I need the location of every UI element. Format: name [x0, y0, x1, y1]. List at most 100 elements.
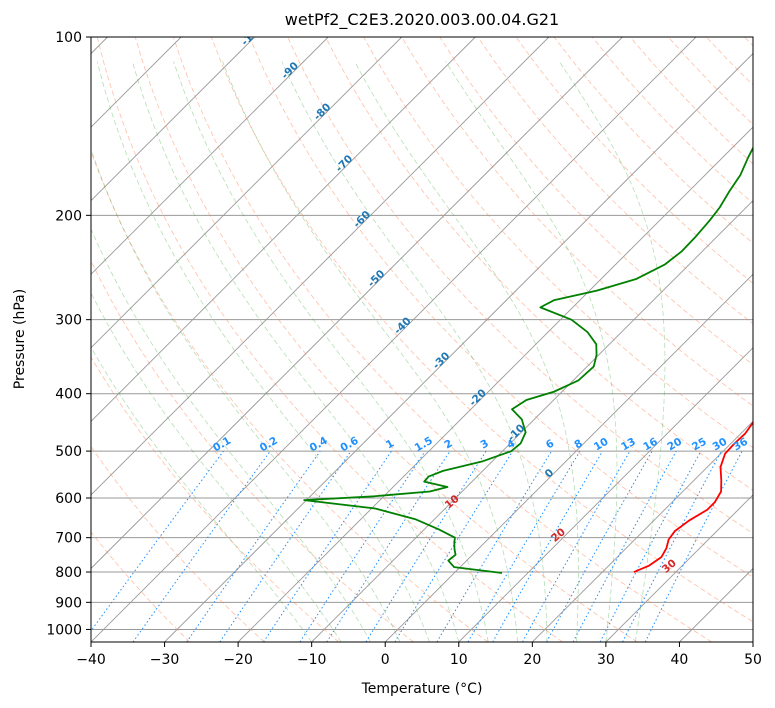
- isotherm-label: -100: [239, 21, 266, 48]
- mixing-ratio-line: [219, 450, 352, 642]
- dry-adiabat: [706, 37, 753, 86]
- moist-adiabat: [91, 147, 401, 642]
- temperature-profile-line: [633, 421, 753, 573]
- dry-adiabat: [91, 531, 190, 642]
- isotherm-line: [752, 641, 753, 642]
- dry-adiabat: [91, 259, 414, 642]
- y-axis-label: Pressure (hPa): [12, 289, 28, 389]
- isotherm-label: -70: [333, 153, 355, 175]
- dry-adiabat: [515, 37, 753, 284]
- mixing-ratio-line: [299, 450, 426, 642]
- dry-adiabat-label: 20: [549, 526, 568, 545]
- isotherm-line: [532, 420, 753, 642]
- isotherm-line: [605, 494, 753, 642]
- mixing-ratio-line: [572, 450, 677, 642]
- isotherm-line: [237, 126, 753, 642]
- isotherm-label: -80: [311, 101, 333, 123]
- mixing-ratio-line: [546, 450, 653, 642]
- moist-adiabat: [91, 346, 312, 642]
- x-tick-label: 40: [671, 652, 689, 668]
- moist-adiabat: [96, 61, 430, 642]
- y-tick-label: 600: [55, 491, 82, 507]
- isotherm-line: [384, 273, 753, 642]
- isotherm-label: -30: [430, 350, 452, 372]
- x-tick-label: −20: [223, 652, 253, 668]
- isotherm-label: -20: [467, 387, 489, 409]
- mixing-ratio-line: [599, 450, 702, 642]
- dry-adiabat-label: 30: [660, 557, 679, 576]
- isotherm-line: [164, 52, 753, 642]
- y-tick-label: 300: [55, 313, 82, 329]
- dry-adiabat: [363, 37, 753, 449]
- mixing-ratio-line: [186, 450, 321, 642]
- x-tick-label: −40: [76, 652, 106, 668]
- dry-adiabat: [591, 37, 753, 204]
- moist-adiabat: [281, 61, 548, 642]
- mixing-ratio-line: [91, 450, 224, 632]
- dry-adiabat: [172, 37, 713, 642]
- isotherm-line: [91, 37, 329, 275]
- mixing-ratio-line: [326, 450, 451, 642]
- isotherm-line: [91, 37, 255, 202]
- mixing-ratio-label: 6: [544, 437, 556, 451]
- dry-adiabat: [477, 37, 753, 325]
- isotherm-line: [91, 37, 697, 642]
- mixing-ratio-line: [644, 450, 743, 642]
- mixing-ratio-line: [467, 450, 581, 642]
- y-tick-label: 1000: [46, 622, 82, 638]
- dewpoint-profile-line: [303, 146, 753, 574]
- x-axis-label: Temperature (°C): [361, 681, 483, 697]
- dry-adiabat: [91, 445, 265, 642]
- dry-adiabat: [211, 37, 753, 623]
- y-tick-label: 800: [55, 565, 82, 581]
- x-tick-label: 20: [523, 652, 541, 668]
- dry-adiabat: [439, 37, 753, 366]
- isotherm-label: 0: [543, 467, 557, 481]
- axis-ticks: −40 −30 −20 −10 0 10 20 30 40 5010020030040050060…: [46, 30, 762, 668]
- mixing-ratio-label: 1: [384, 437, 396, 451]
- plot-frame: [90, 36, 754, 643]
- plot-grid: [91, 37, 753, 642]
- isotherm-line: [91, 37, 476, 422]
- isotherm-line: [91, 37, 550, 496]
- isotherm-line: [458, 347, 753, 642]
- isotherm-line: [91, 37, 623, 570]
- mixing-ratio-line: [394, 450, 514, 642]
- chart-title: wetPf2_C2E3.2020.003.00.04.G21: [285, 10, 559, 30]
- mixing-ratio-line: [522, 450, 631, 642]
- isotherm-label: -50: [366, 268, 388, 290]
- isotherm-line: [91, 37, 403, 349]
- moist-adiabat: [91, 228, 371, 642]
- mixing-ratio-label: 3: [478, 437, 490, 451]
- moist-adiabat: [91, 292, 342, 642]
- dry-adiabat: [744, 37, 753, 47]
- dry-adiabat: [91, 356, 340, 642]
- y-tick-label: 400: [55, 387, 82, 403]
- y-tick-label: 900: [55, 595, 82, 611]
- moist-adiabat: [445, 61, 618, 642]
- mixing-ratio-line: [622, 450, 722, 642]
- y-tick-label: 700: [55, 531, 82, 547]
- isotherm-line: [311, 200, 753, 642]
- dry-adiabat: [249, 37, 753, 578]
- moist-adiabat: [132, 61, 460, 642]
- moist-adiabat: [354, 61, 579, 642]
- y-tick-label: 500: [55, 444, 82, 460]
- mixing-ratio-line: [132, 450, 271, 642]
- dry-adiabat: [96, 37, 563, 642]
- moist-adiabat: [558, 61, 666, 642]
- x-tick-label: 50: [744, 652, 762, 668]
- isotherm-line: [679, 567, 753, 642]
- x-tick-label: 30: [597, 652, 615, 668]
- x-tick-label: −30: [150, 652, 180, 668]
- dry-adiabat: [325, 37, 753, 491]
- x-tick-label: −10: [297, 652, 327, 668]
- dry-adiabat: [401, 37, 753, 407]
- isotherm-label: -60: [351, 209, 373, 231]
- y-tick-label: 200: [55, 208, 82, 224]
- x-tick-label: 0: [381, 652, 390, 668]
- mixing-ratio-label: 2: [442, 437, 454, 451]
- mixing-ratio-line: [263, 450, 392, 642]
- x-tick-label: 10: [450, 652, 468, 668]
